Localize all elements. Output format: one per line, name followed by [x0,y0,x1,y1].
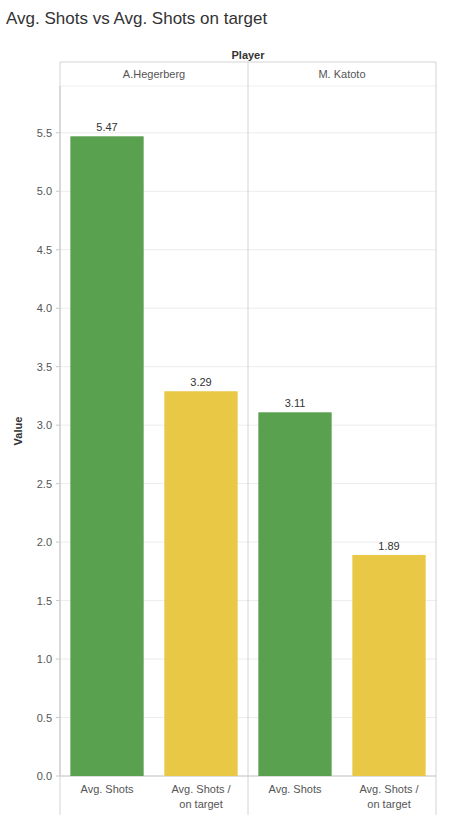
tick-mark [56,366,60,367]
panel-label: M. Katoto [318,68,365,80]
y-tick-label: 1.0 [37,653,52,665]
y-tick-label: 5.5 [37,127,52,139]
bar [258,412,331,776]
data-label: 1.89 [378,540,399,552]
data-label: 3.11 [285,397,306,409]
x-tick-label: Avg. Shots / on target [359,783,419,810]
tick-mark [56,776,60,777]
data-label: 5.47 [96,121,117,133]
tick-label-line: on target [367,798,410,810]
tick-label-line: on target [179,798,222,810]
x-axis-label: Player [231,49,265,61]
panel-divider [436,62,437,815]
bar [70,136,143,776]
y-ticks: 0.0 0.5 1.0 1.5 2.0 2.5 3.0 3.5 4.0 4.5 5.0 5.5 [37,127,60,782]
panel-label: A.Hegerberg [123,68,185,80]
bars [70,136,425,776]
tick-mark [56,132,60,133]
y-tick-label: 1.5 [37,595,52,607]
tick-mark [56,425,60,426]
tick-mark [56,191,60,192]
tick-label-line: Avg. Shots [81,783,134,795]
labels: 5.47 3.29 3.11 1.89 [96,121,399,552]
y-tick-label: 5.0 [37,185,52,197]
tick-mark [56,659,60,660]
y-tick-label: 2.0 [37,536,52,548]
tick-mark [56,249,60,250]
chart-svg: Avg. Shots vs Avg. Shots on target Player… [0,0,460,822]
tick-mark [56,542,60,543]
x-tick-label: Avg. Shots / on target [171,783,231,810]
tick-label-line: Avg. Shots [269,783,322,795]
tick-label-line: Avg. Shots / [171,783,231,795]
y-tick-label: 0.0 [37,770,52,782]
y-axis-label: Value [12,417,24,446]
chart-title: Avg. Shots vs Avg. Shots on target [6,9,267,28]
frame [60,62,436,815]
x-tick-label: Avg. Shots [269,783,322,795]
panel-divider [60,62,61,815]
tick-label-line: Avg. Shots / [359,783,419,795]
y-tick-label: 3.5 [37,361,52,373]
data-label: 3.29 [190,376,211,388]
y-axis-line [60,86,61,776]
tick-mark [56,600,60,601]
y-tick-label: 2.5 [37,478,52,490]
tick-mark [56,717,60,718]
panel-divider [248,62,249,815]
y-tick-label: 3.0 [37,419,52,431]
bar [352,555,425,776]
tick-mark [56,483,60,484]
y-tick-label: 4.5 [37,244,52,256]
x-tick-label: Avg. Shots [81,783,134,795]
tick-mark [56,308,60,309]
y-tick-label: 0.5 [37,712,52,724]
y-tick-label: 4.0 [37,302,52,314]
bar [164,391,237,776]
